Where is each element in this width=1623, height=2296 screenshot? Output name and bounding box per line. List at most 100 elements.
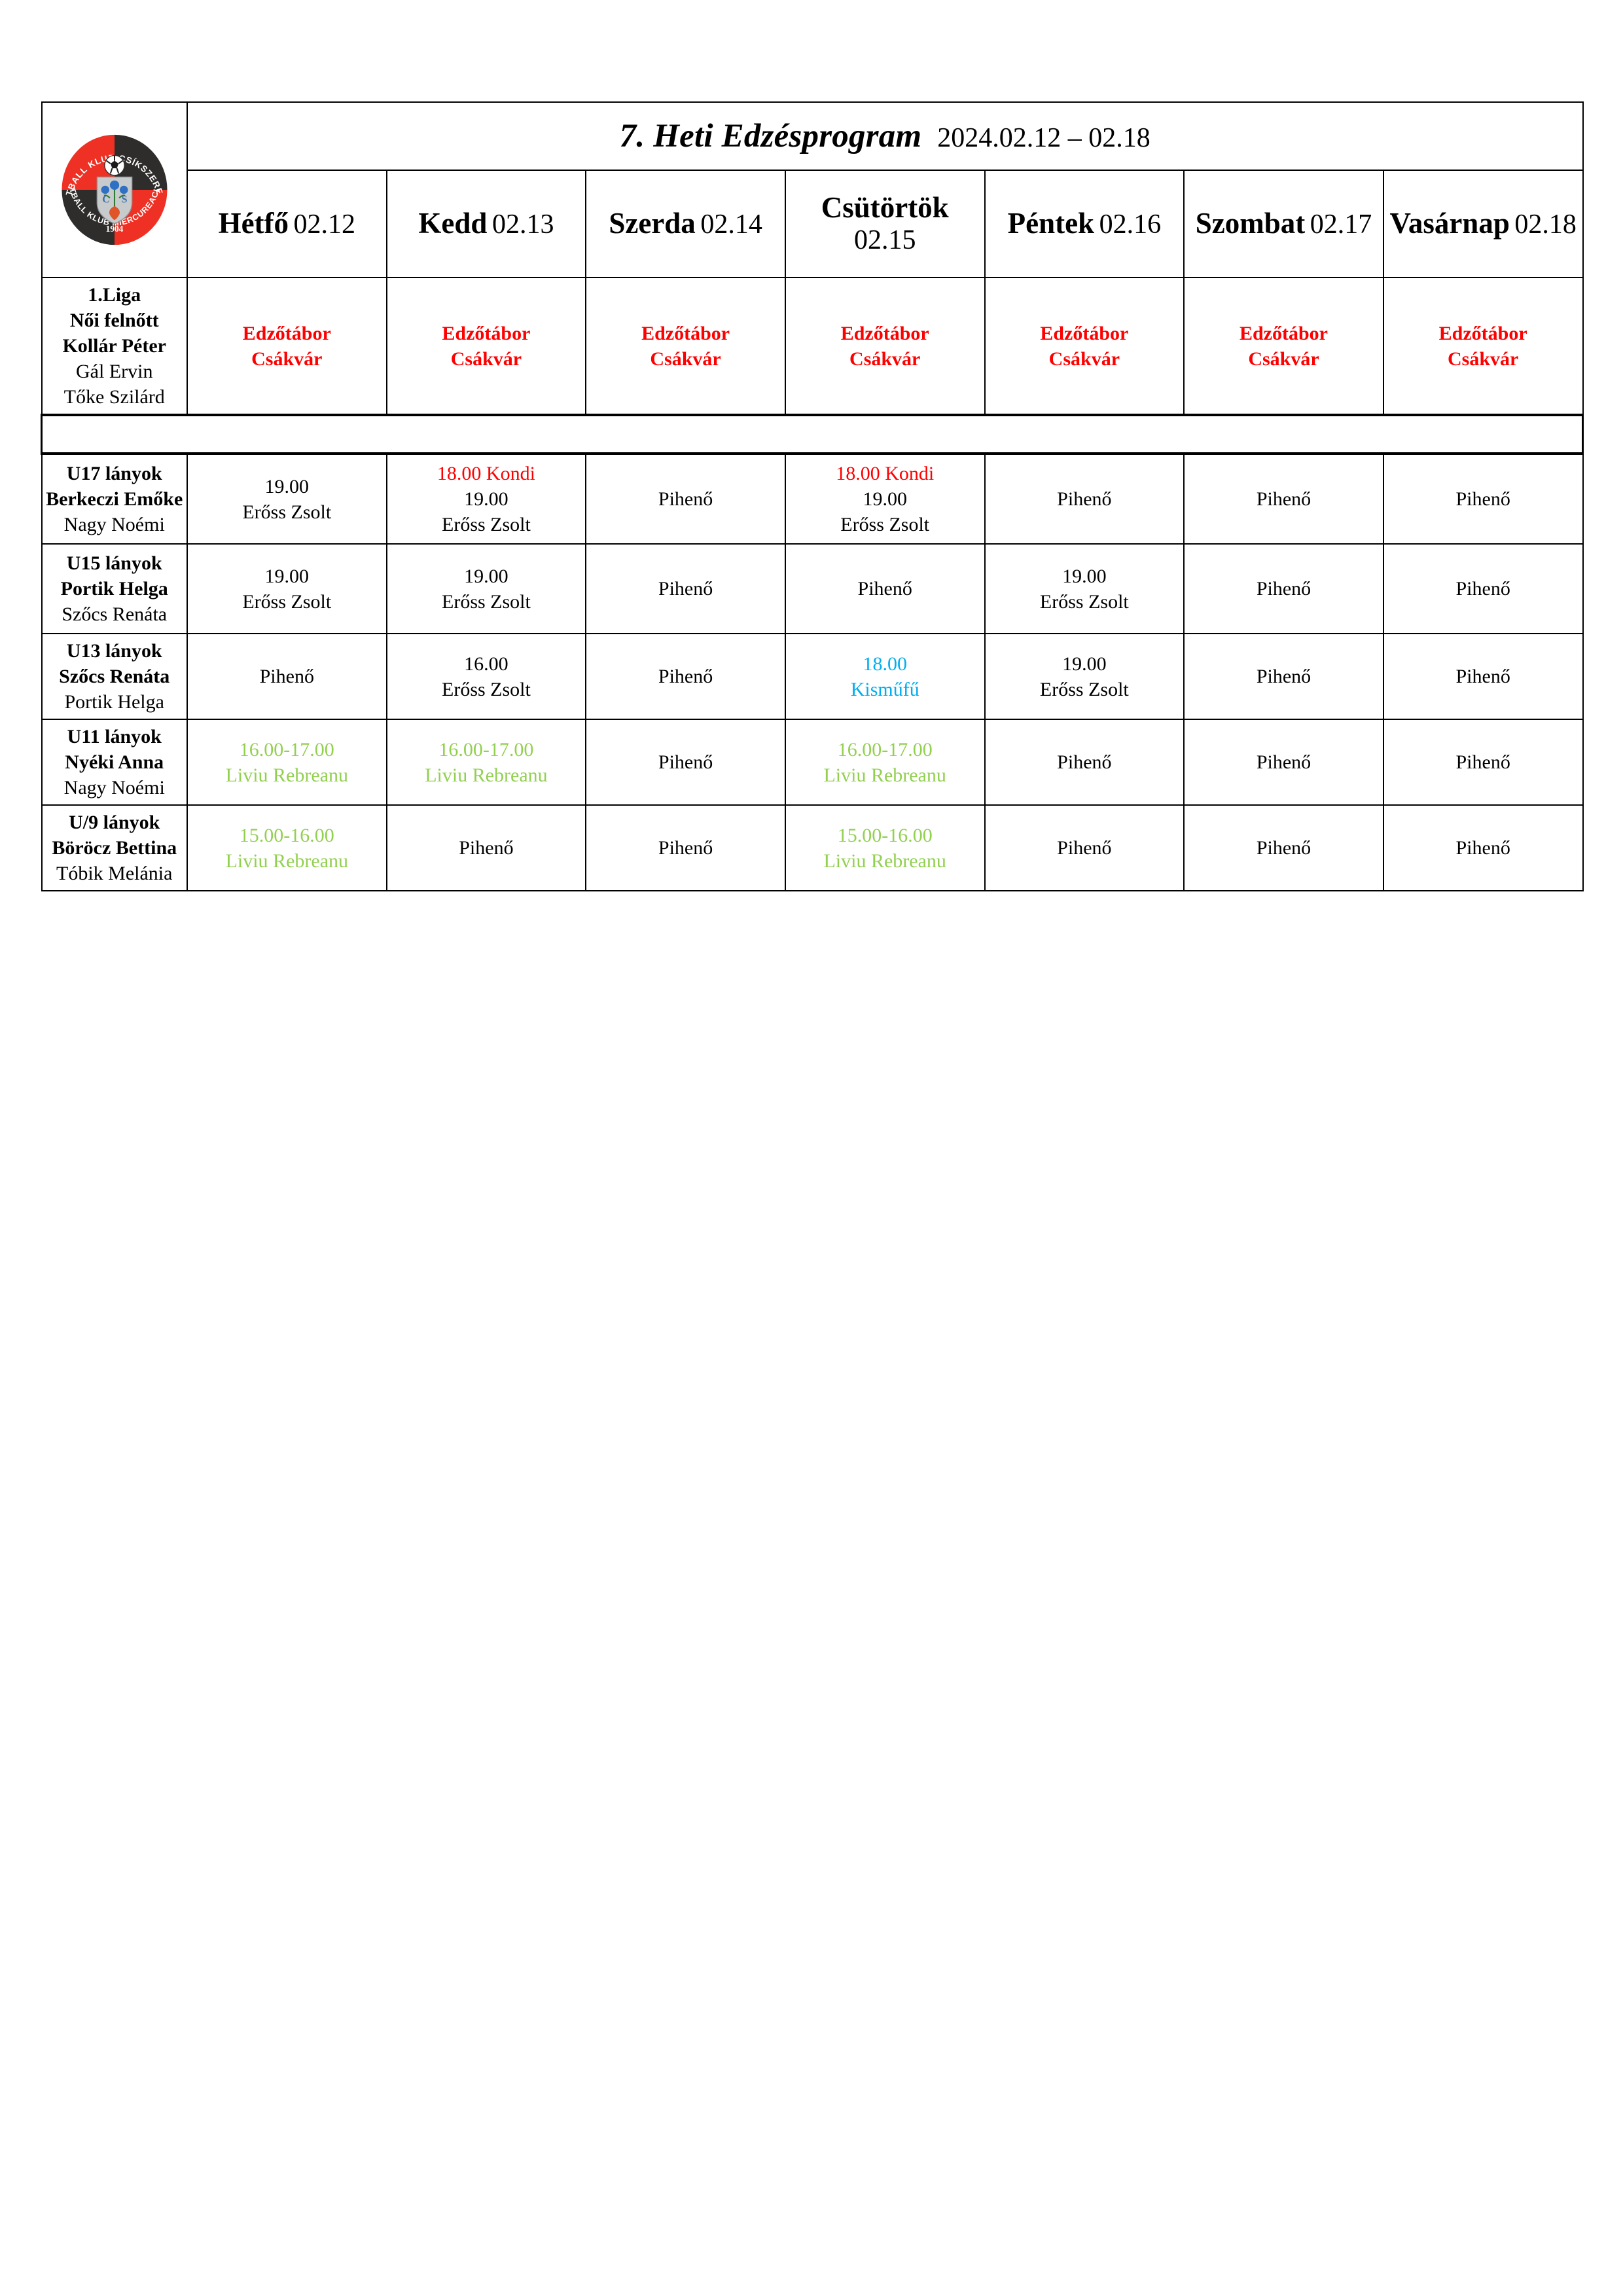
group-line: U13 lányok (66, 640, 162, 662)
group-line: U11 lányok (67, 726, 162, 747)
session-cell: Pihenő (1382, 633, 1584, 720)
session-line: Erőss Zsolt (442, 514, 531, 535)
session-line: 16.00-17.00 (837, 738, 933, 761)
session-cell: Edzőtábor Csákvár (1183, 277, 1384, 416)
session-line: Pihenő (1057, 837, 1112, 859)
schedule-row-u17: U17 lányok Berkeczi Emőke Nagy Noémi 19.00 E… (41, 453, 1584, 545)
session-line: Edzőtábor (1040, 322, 1129, 344)
day-date: 02.17 (1310, 209, 1372, 240)
schedule-row-u9: U/9 lányok Böröcz Bettina Tóbik Melánia 15.… (41, 804, 1584, 891)
session-line: 18.00 (863, 653, 907, 675)
day-name: Szerda (609, 206, 696, 240)
group-line: Szőcs Renáta (62, 603, 168, 625)
session-line: Pihenő (1455, 488, 1510, 510)
session-line: Liviu Rebreanu (823, 850, 946, 872)
day-column-sunday: Vasárnap 02.18 (1382, 170, 1584, 278)
session-line: Edzőtábor (442, 322, 531, 344)
session-line: Pihenő (1057, 751, 1112, 773)
group-line: Szőcs Renáta (59, 666, 170, 687)
session-line: Csákvár (849, 348, 921, 370)
session-line: Pihenő (1256, 666, 1311, 687)
session-cell: Pihenő (1183, 804, 1384, 891)
session-line: Pihenő (1455, 751, 1510, 773)
session-line: Csákvár (251, 348, 323, 370)
session-line: Pihenő (658, 751, 713, 773)
session-cell: 16.00-17.00 Liviu Rebreanu (385, 719, 587, 806)
session-line: 16.00-17.00 (239, 738, 334, 761)
session-line: 18.00 Kondi (437, 463, 535, 484)
group-label-u11: U11 lányok Nyéki Anna Nagy Noémi (41, 719, 188, 806)
session-cell: Edzőtábor Csákvár (984, 277, 1185, 416)
session-line: Pihenő (658, 666, 713, 687)
session-cell: Pihenő (1382, 453, 1584, 545)
session-cell: Edzőtábor Csákvár (585, 277, 786, 416)
group-line: Portik Helga (64, 691, 164, 713)
session-cell: 16.00-17.00 Liviu Rebreanu (784, 719, 986, 806)
schedule-row-liga: 1.Liga Női felnőtt Kollár Péter Gál Ervin Tő… (41, 277, 1584, 416)
session-cell: Pihenő (585, 633, 786, 720)
session-line: 15.00-16.00 (239, 824, 334, 846)
day-name: Kedd (418, 206, 488, 240)
session-line: Edzőtábor (840, 322, 929, 344)
group-line: U/9 lányok (69, 812, 160, 833)
session-cell: Pihenő (1183, 543, 1384, 634)
group-line: 1.Liga (88, 284, 141, 306)
group-label-liga: 1.Liga Női felnőtt Kollár Péter Gál Ervin Tő… (41, 277, 188, 416)
day-column-thursday: Csütörtök 02.15 (784, 170, 986, 278)
group-line: Nagy Noémi (63, 777, 165, 798)
session-line: Pihenő (259, 666, 314, 687)
session-line: Csákvár (1048, 348, 1120, 370)
day-date: 02.13 (491, 209, 554, 240)
session-line: Erőss Zsolt (442, 678, 531, 700)
session-cell: Pihenő (186, 633, 387, 720)
session-cell: 19.00 Erőss Zsolt (385, 543, 587, 634)
session-line: Pihenő (1455, 837, 1510, 859)
session-line: Pihenő (857, 578, 912, 600)
soccer-ball-icon (103, 154, 125, 176)
session-cell: Pihenő (1382, 719, 1584, 806)
session-cell: Pihenő (585, 804, 786, 891)
session-cell: Pihenő (984, 804, 1185, 891)
session-cell: 19.00 Erőss Zsolt (984, 543, 1185, 634)
session-line: Liviu Rebreanu (225, 764, 349, 786)
session-line: 16.00-17.00 (438, 738, 534, 761)
session-cell: 18.00 Kondi 19.00 Erőss Zsolt (385, 453, 587, 545)
group-line: Kollár Péter (62, 335, 166, 357)
session-line: Edzőtábor (1239, 322, 1328, 344)
schedule-sheet: FUTBALL KLUB CSÍKSZEREDA FUTBALL KLUB MI… (41, 101, 1584, 891)
session-line: 18.00 Kondi (836, 463, 935, 484)
day-date: 02.12 (293, 209, 356, 240)
svg-text:1904: 1904 (105, 224, 123, 234)
group-line: Gál Ervin (76, 361, 153, 382)
schedule-row-u15: U15 lányok Portik Helga Szőcs Renáta 19.00 E… (41, 543, 1584, 634)
session-line: 19.00 (464, 565, 508, 587)
club-crest-icon: FUTBALL KLUB CSÍKSZEREDA FUTBALL KLUB MI… (56, 132, 169, 247)
session-cell: Pihenő (784, 543, 986, 634)
day-column-tuesday: Kedd 02.13 (385, 170, 587, 278)
session-cell: 18.00 Kondi 19.00 Erőss Zsolt (784, 453, 986, 545)
club-crest-logo: FUTBALL KLUB CSÍKSZEREDA FUTBALL KLUB MI… (45, 132, 184, 248)
spacer-row (41, 414, 1584, 455)
session-cell: Pihenő (585, 453, 786, 545)
session-line: Pihenő (1455, 578, 1510, 600)
group-label-u15: U15 lányok Portik Helga Szőcs Renáta (41, 543, 188, 634)
session-cell: Pihenő (984, 453, 1185, 545)
session-line: Erőss Zsolt (840, 514, 930, 535)
group-line: U17 lányok (66, 463, 162, 484)
group-line: Tőke Szilárd (63, 386, 165, 408)
day-date: 02.14 (700, 209, 762, 240)
session-line: Pihenő (459, 837, 514, 859)
day-column-friday: Péntek 02.16 (984, 170, 1185, 278)
day-date: 02.18 (1514, 209, 1577, 240)
session-cell: Pihenő (585, 719, 786, 806)
session-line: Erőss Zsolt (442, 590, 531, 613)
day-name: Csütörtök (821, 190, 949, 224)
day-name: Hétfő (218, 206, 289, 240)
session-line: Erőss Zsolt (242, 501, 332, 523)
session-line: 16.00 (464, 653, 508, 675)
session-cell: Edzőtábor Csákvár (784, 277, 986, 416)
group-line: Berkeczi Emőke (46, 488, 183, 510)
session-cell: Pihenő (1382, 543, 1584, 634)
club-logo-cell: FUTBALL KLUB CSÍKSZEREDA FUTBALL KLUB MI… (41, 101, 188, 278)
day-column-monday: Hétfő 02.12 (186, 170, 387, 278)
